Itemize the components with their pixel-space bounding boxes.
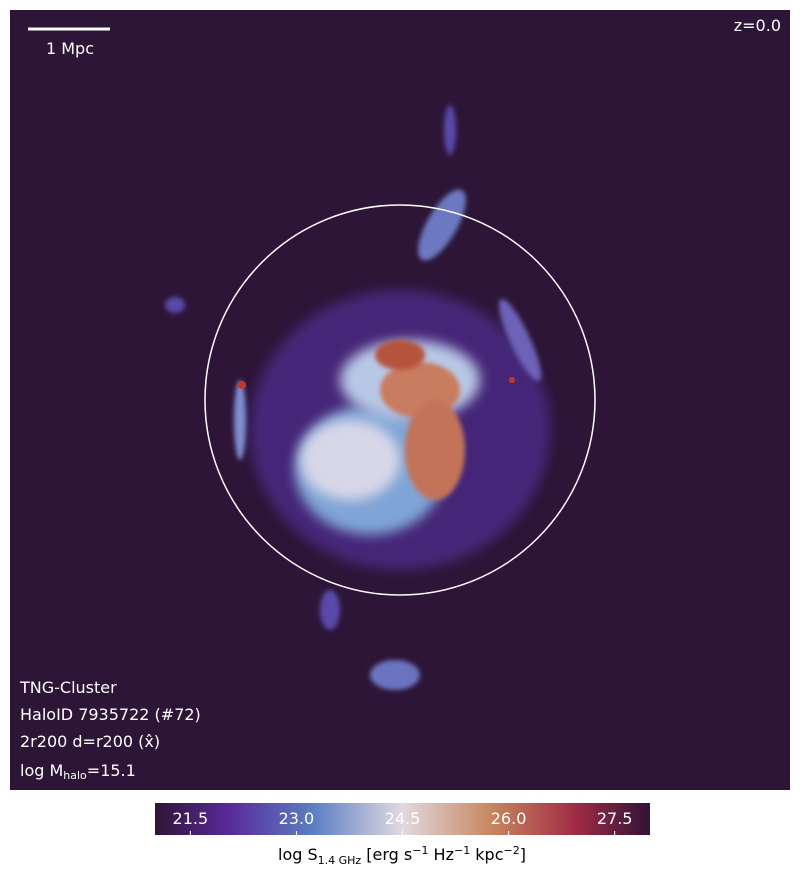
- colorbar-label: log S1.4 GHz [erg s−1 Hz−1 kpc−2]: [278, 844, 526, 867]
- mass-subscript: halo: [63, 769, 87, 782]
- colorbar-tick-label: 23.0: [279, 809, 315, 828]
- info-line: 2r200 d=r200 (x̂): [20, 732, 160, 751]
- colorbar-tick-label: 24.5: [385, 809, 421, 828]
- colorbar: [155, 803, 650, 835]
- mass-value: =15.1: [87, 761, 136, 780]
- redshift: z=0.0: [734, 16, 781, 35]
- r200-circle: [204, 204, 596, 596]
- mass-text: log M: [20, 761, 63, 780]
- colorbar-tick-label: 26.0: [491, 809, 527, 828]
- emission: [165, 105, 550, 690]
- info-line: TNG-Cluster: [19, 678, 117, 697]
- colorbar-tick-label: 27.5: [597, 809, 633, 828]
- scale-label: 1 Mpc: [46, 39, 94, 58]
- info-line: HaloID 7935722 (#72): [20, 705, 201, 724]
- info-line: log Mhalo=15.1: [20, 761, 136, 782]
- colorbar-tick-label: 21.5: [173, 809, 209, 828]
